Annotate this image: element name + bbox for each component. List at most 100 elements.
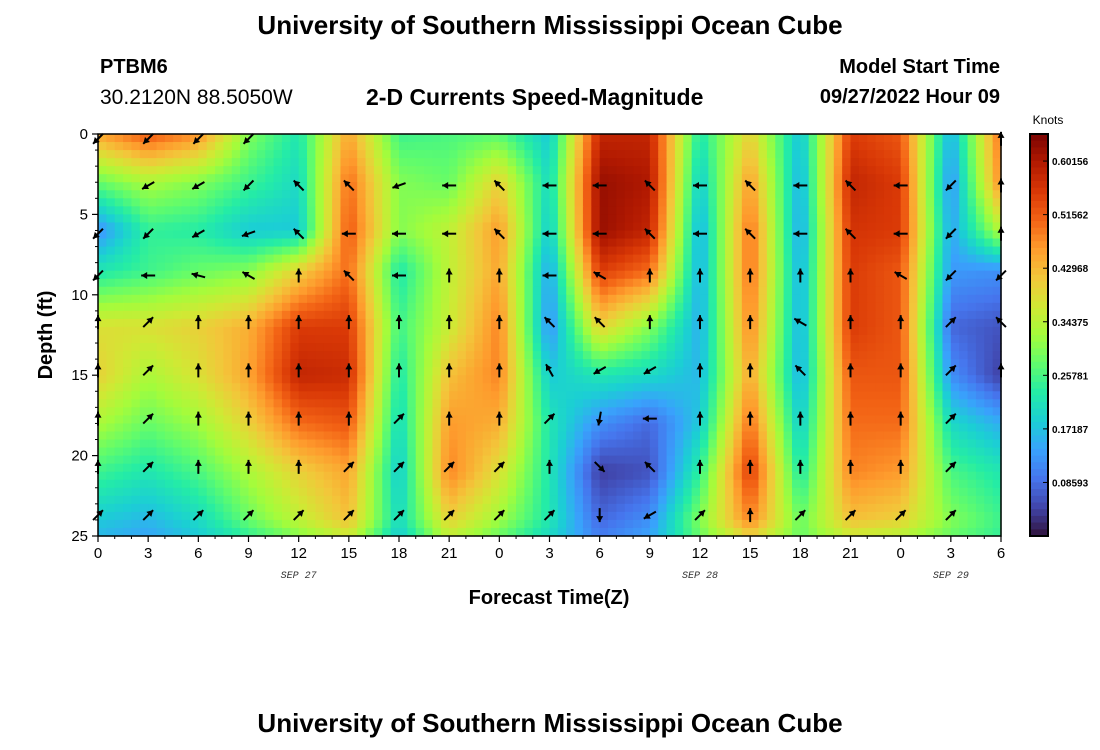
heatmap-cell [608, 142, 617, 151]
heatmap-cell [424, 367, 434, 376]
heatmap-cell [148, 166, 158, 175]
heatmap-cell [424, 142, 434, 151]
heatmap-cell [432, 399, 442, 408]
heatmap-cell [256, 399, 266, 408]
heatmap-cell [490, 174, 500, 183]
heatmap-cell [340, 238, 350, 248]
heatmap-cell [925, 463, 935, 473]
heatmap-cell [616, 383, 626, 392]
heatmap-cell [256, 134, 266, 143]
heatmap-cell [975, 206, 985, 215]
heatmap-cell [741, 286, 751, 296]
heatmap-cell [399, 335, 408, 344]
heatmap-cell [432, 318, 442, 328]
heatmap-cell [750, 302, 760, 312]
heatmap-cell [658, 415, 668, 425]
heatmap-cell [198, 471, 208, 481]
heatmap-cell [365, 182, 375, 191]
heatmap-cell [407, 439, 417, 449]
heatmap-cell [240, 318, 250, 328]
heatmap-cell [984, 286, 994, 296]
heatmap-cell [123, 166, 133, 175]
heatmap-cell [382, 487, 392, 497]
heatmap-cell [624, 238, 634, 248]
heatmap-cell [541, 326, 551, 336]
heatmap-cell [373, 375, 383, 384]
heatmap-cell [223, 463, 233, 473]
heatmap-cell [123, 479, 133, 489]
heatmap-cell [791, 335, 801, 344]
heatmap-cell [950, 286, 960, 296]
heatmap-cell [750, 471, 760, 481]
heatmap-cell [281, 198, 291, 207]
heatmap-cell [791, 391, 801, 400]
heatmap-cell [867, 214, 877, 224]
heatmap-cell [332, 294, 342, 304]
heatmap-cell [340, 495, 350, 505]
heatmap-cell [549, 326, 559, 336]
heatmap-cell [624, 359, 634, 368]
heatmap-cell [666, 399, 676, 408]
heatmap-cell [256, 407, 266, 416]
heatmap-cell [440, 479, 450, 489]
heatmap-cell [315, 302, 325, 312]
heatmap-cell [382, 302, 392, 312]
heatmap-cell [900, 487, 910, 497]
heatmap-cell [858, 367, 868, 376]
heatmap-cell [215, 238, 225, 248]
heatmap-cell [950, 206, 960, 215]
heatmap-cell [189, 335, 199, 344]
heatmap-cell [290, 375, 300, 384]
heatmap-cell [683, 262, 693, 272]
heatmap-cell [290, 302, 300, 312]
heatmap-cell [248, 294, 258, 304]
heatmap-cell [716, 270, 726, 280]
heatmap-cell [833, 214, 843, 224]
heatmap-cell [808, 142, 818, 151]
heatmap-cell [791, 447, 801, 457]
heatmap-cell [131, 294, 141, 304]
heatmap-cell [733, 447, 743, 457]
heatmap-cell [758, 198, 768, 207]
heatmap-cell [791, 158, 801, 167]
heatmap-cell [566, 375, 576, 384]
heatmap-cell [382, 294, 392, 304]
heatmap-cell [959, 383, 969, 392]
heatmap-cell [365, 447, 375, 457]
heatmap-cell [173, 182, 183, 191]
heatmap-cell [582, 479, 592, 489]
heatmap-cell [532, 246, 542, 256]
heatmap-cell [139, 254, 149, 264]
heatmap-cell [248, 455, 258, 465]
heatmap-cell [557, 439, 567, 449]
heatmap-cell [741, 391, 751, 400]
heatmap-cell [750, 142, 760, 151]
heatmap-cell [131, 335, 141, 344]
heatmap-cell [290, 335, 300, 344]
heatmap-cell [516, 214, 526, 224]
heatmap-cell [950, 158, 960, 167]
heatmap-cell [332, 230, 342, 240]
heatmap-cell [415, 359, 425, 368]
heatmap-cell [741, 262, 751, 272]
heatmap-cell [808, 351, 818, 360]
heatmap-cell [658, 471, 668, 481]
heatmap-cell [800, 206, 810, 215]
heatmap-cell [858, 343, 868, 352]
heatmap-cell [975, 455, 985, 465]
heatmap-cell [307, 318, 316, 328]
heatmap-cell [791, 479, 801, 489]
heatmap-cell [449, 463, 459, 473]
heatmap-cell [499, 166, 509, 175]
heatmap-cell [424, 455, 434, 465]
heatmap-cell [432, 190, 442, 199]
heatmap-cell [189, 463, 199, 473]
heatmap-cell [365, 198, 375, 207]
heatmap-cell [750, 423, 760, 433]
heatmap-cell [164, 351, 174, 360]
heatmap-cell [223, 447, 233, 457]
heatmap-cell [917, 286, 927, 296]
heatmap-cell [582, 407, 592, 416]
heatmap-cell [281, 487, 291, 497]
heatmap-cell [399, 302, 408, 312]
